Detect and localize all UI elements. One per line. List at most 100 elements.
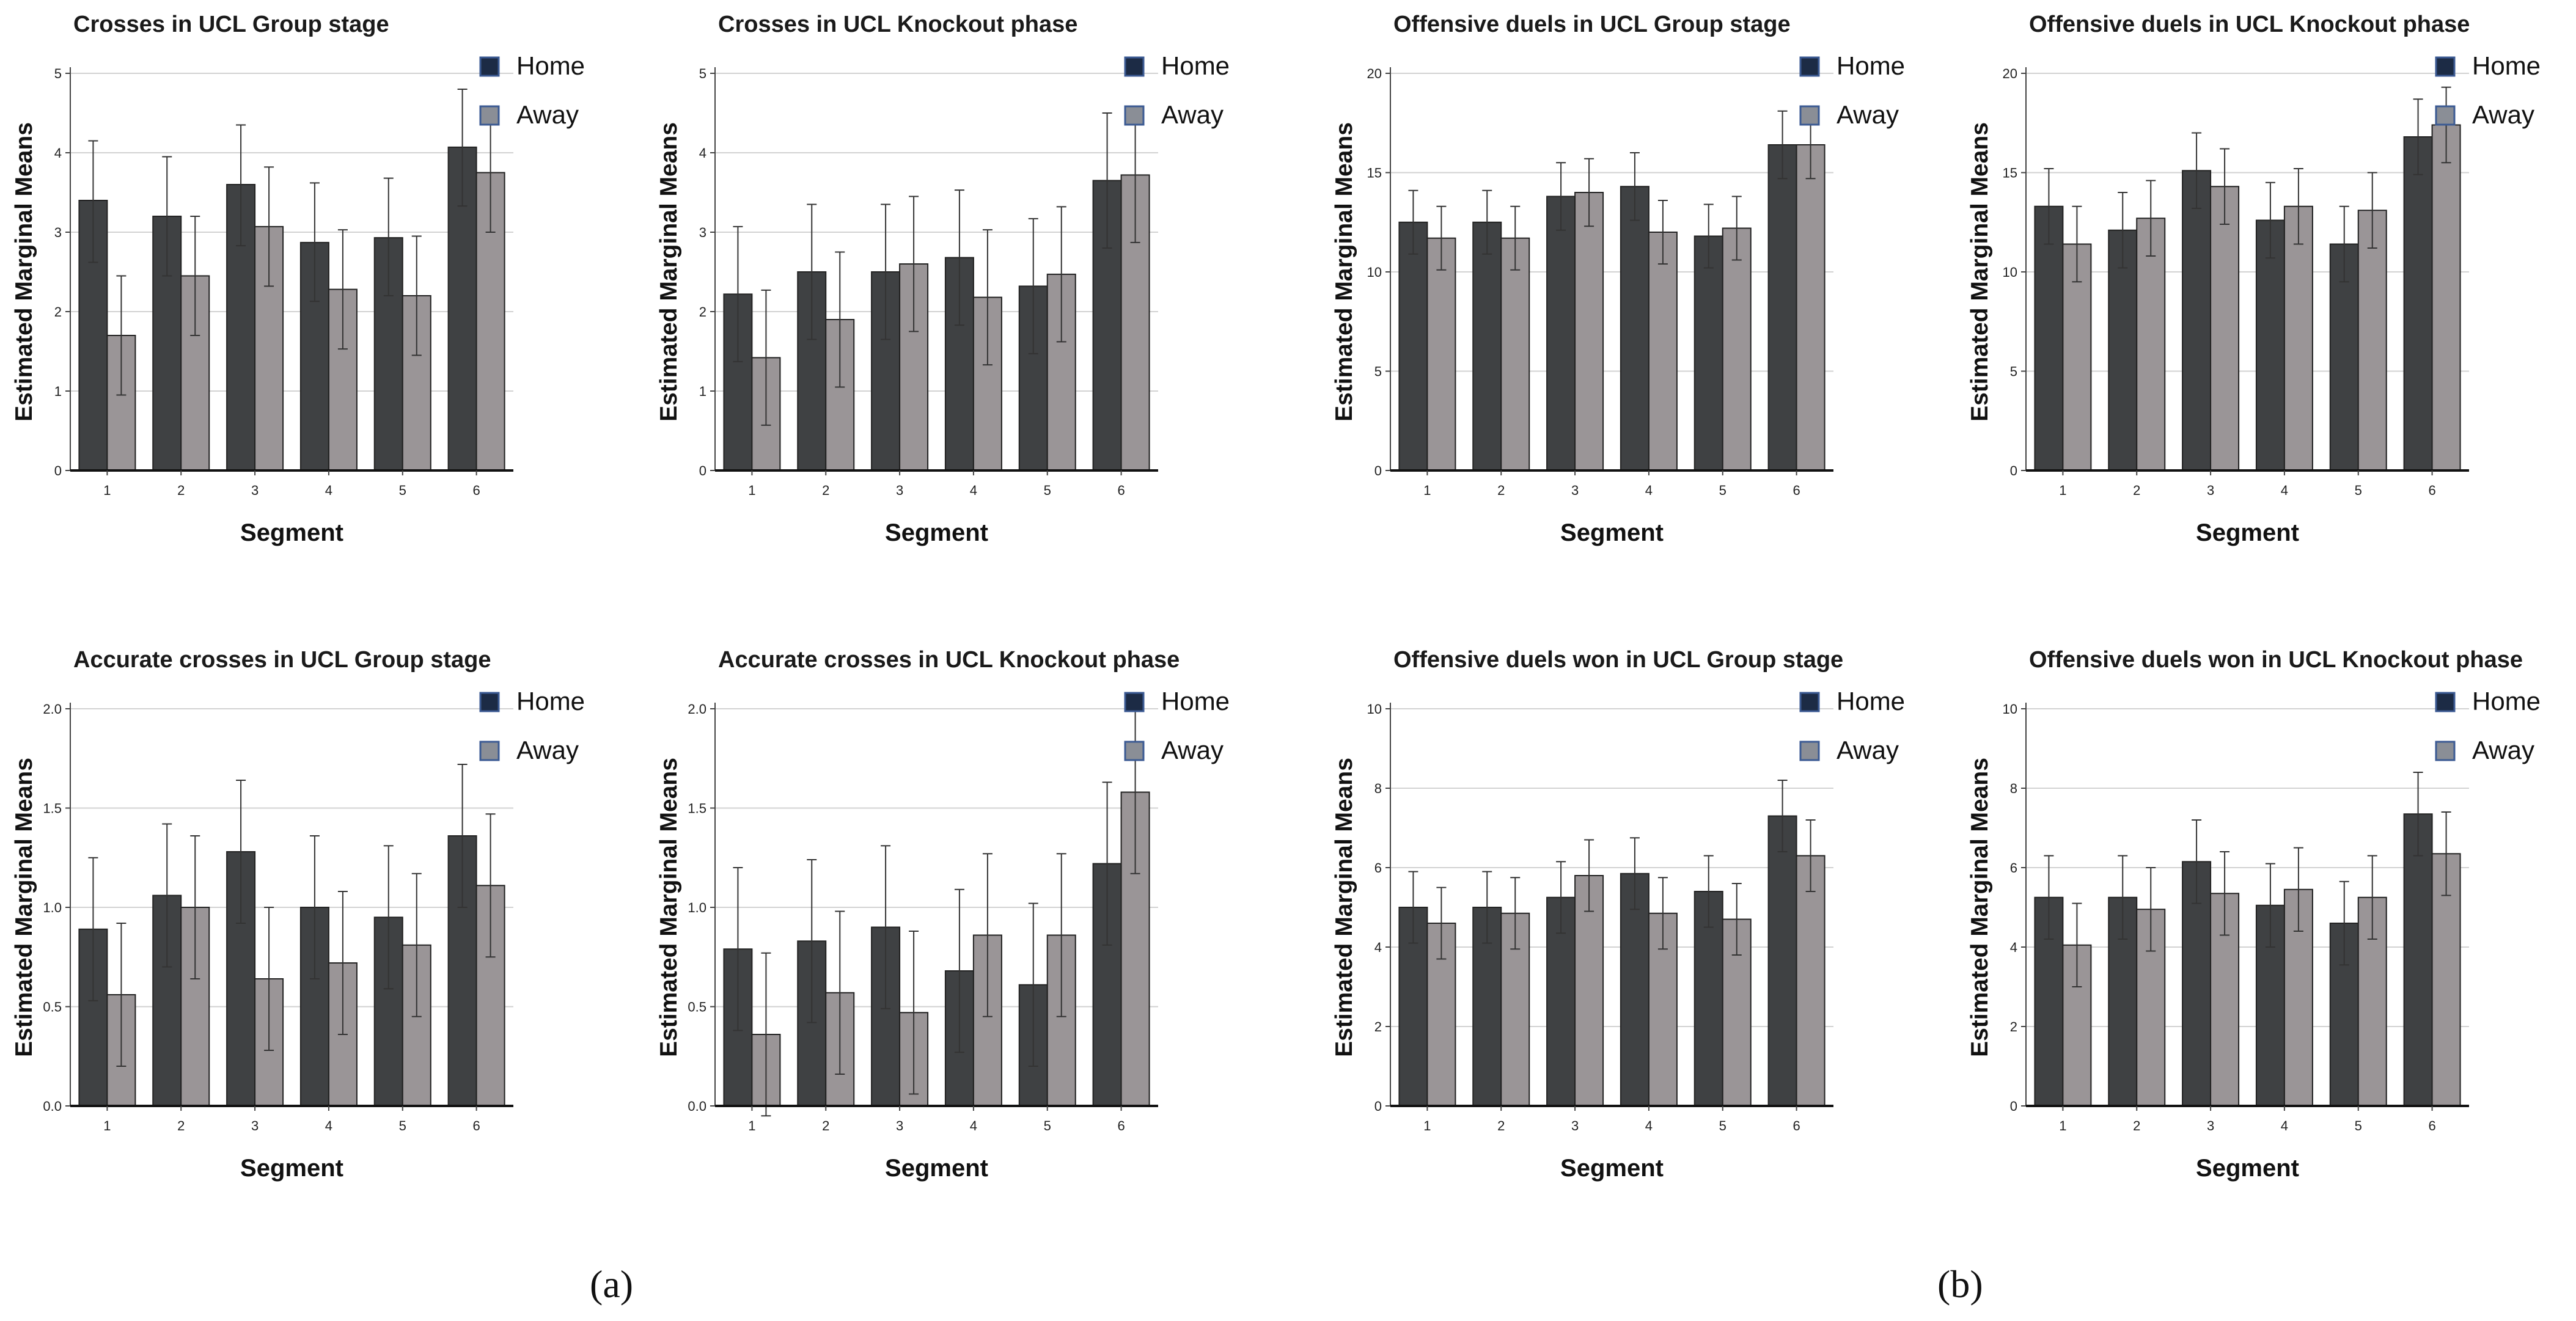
bar-home-segment-4 <box>299 907 329 1107</box>
x-tick-label: 5 <box>1044 1118 1051 1133</box>
y-tick-label: 0.5 <box>688 1000 706 1015</box>
y-tick-label: 4 <box>1374 940 1382 955</box>
x-axis-label: Segment <box>2196 1155 2299 1182</box>
legend-swatch-away <box>2435 105 2456 126</box>
y-tick-label: 5 <box>1374 364 1382 379</box>
x-tick-label: 5 <box>399 483 406 498</box>
y-tick-label: 4 <box>54 145 62 161</box>
bar-home-segment-6 <box>1767 144 1797 471</box>
legend-label-home: Home <box>516 51 585 80</box>
y-tick-label: 1 <box>699 384 706 399</box>
y-axis-label: Estimated Marginal Means <box>656 122 682 422</box>
legend-label-away: Away <box>1837 100 1899 129</box>
y-axis-label: Estimated Marginal Means <box>656 758 682 1057</box>
legend-label-away: Away <box>516 736 579 764</box>
x-tick-label: 1 <box>103 483 111 498</box>
chart-svg: Offensive duels in UCL Knockout phase 0 5 1… <box>1967 12 2541 546</box>
y-axis-label: Estimated Marginal Means <box>1967 122 1993 422</box>
bar-away-segment-2 <box>1500 912 1530 1107</box>
y-tick-label: 0 <box>54 463 62 478</box>
bar-home-segment-3 <box>1546 196 1576 471</box>
y-tick-label: 2.0 <box>688 701 706 717</box>
x-tick-label: 6 <box>1117 1118 1125 1133</box>
legend-swatch-home <box>479 692 500 712</box>
legend-label-away: Away <box>1161 100 1224 129</box>
x-tick-label: 3 <box>1571 1118 1579 1133</box>
y-tick-label: 0 <box>699 463 706 478</box>
bar-away-segment-4 <box>2283 205 2313 471</box>
bar-away-segment-6 <box>2431 124 2461 471</box>
chart-accurate-crosses-group-stage: Accurate crosses in UCL Group stage 0.0 0.… <box>0 635 611 1198</box>
legend-label-home: Home <box>2472 687 2541 715</box>
y-tick-label: 10 <box>1367 265 1382 280</box>
x-tick-label: 1 <box>103 1118 111 1133</box>
x-tick-label: 1 <box>748 1118 755 1133</box>
x-tick-label: 3 <box>1571 483 1579 498</box>
chart-title: Offensive duels won in UCL Group stage <box>1393 647 1843 673</box>
x-tick-label: 2 <box>177 483 185 498</box>
bar-away-segment-5 <box>402 295 431 471</box>
chart-offensive-duels-knockout-phase: Offensive duels in UCL Knockout phase 0 5 1… <box>1956 0 2567 562</box>
x-tick-label: 4 <box>325 1118 332 1133</box>
y-tick-label: 1.0 <box>43 900 62 915</box>
y-axis-label: Estimated Marginal Means <box>1331 122 1357 422</box>
y-tick-label: 10 <box>1367 701 1382 717</box>
legend-swatch-away <box>1124 105 1145 126</box>
chart-title: Accurate crosses in UCL Group stage <box>73 647 491 673</box>
chart-offensive-duels-won-knockout-phase: Offensive duels won in UCL Knockout phas… <box>1956 635 2567 1198</box>
x-tick-label: 2 <box>1497 483 1505 498</box>
legend-label-home: Home <box>1161 687 1230 715</box>
chart-accurate-crosses-knockout-phase: Accurate crosses in UCL Knockout phase 0.… <box>645 635 1256 1198</box>
x-tick-label: 3 <box>2207 483 2214 498</box>
chart-offensive-duels-won-group-stage: Offensive duels won in UCL Group stage 0 2… <box>1320 635 1931 1198</box>
bar-away-segment-4 <box>1648 232 1678 471</box>
y-tick-label: 10 <box>2003 701 2017 717</box>
bar-home-segment-2 <box>1472 221 1502 471</box>
chart-crosses-group-stage: Crosses in UCL Group stage 0 1 2 3 4 5 1 2 3 4 5 6 Se… <box>0 0 611 562</box>
chart-svg: Accurate crosses in UCL Knockout phase 0.… <box>656 647 1230 1182</box>
bar-away-segment-4 <box>972 296 1002 471</box>
y-tick-label: 0.0 <box>688 1099 706 1114</box>
bar-away-segment-5 <box>1722 227 1752 471</box>
legend-swatch-away <box>2435 741 2456 761</box>
y-tick-label: 5 <box>54 66 62 81</box>
legend-swatch-home <box>1799 692 1820 712</box>
legend-label-away: Away <box>516 100 579 129</box>
x-tick-label: 1 <box>1423 1118 1431 1133</box>
bar-away-segment-6 <box>1796 144 1826 471</box>
x-tick-label: 3 <box>251 483 259 498</box>
y-tick-label: 3 <box>54 225 62 240</box>
x-tick-label: 6 <box>1793 1118 1800 1133</box>
legend-swatch-away <box>479 741 500 761</box>
legend-swatch-home <box>2435 56 2456 77</box>
bar-away-segment-5 <box>2357 210 2387 471</box>
chart-crosses-knockout-phase: Crosses in UCL Knockout phase 0 1 2 3 4 5 1 2 3 4 5… <box>645 0 1256 562</box>
y-tick-label: 6 <box>1374 860 1382 876</box>
chart-svg: Crosses in UCL Group stage 0 1 2 3 4 5 1 2 3 4 5 6 Se… <box>11 12 585 546</box>
panel-label-a: (a) <box>590 1262 634 1306</box>
legend-swatch-home <box>1124 56 1145 77</box>
y-tick-label: 0 <box>2010 463 2017 478</box>
x-tick-label: 6 <box>2428 1118 2435 1133</box>
x-tick-label: 6 <box>472 483 480 498</box>
legend-swatch-home <box>2435 692 2456 712</box>
panel-label-b: (b) <box>1937 1262 1983 1306</box>
chart-svg: Offensive duels won in UCL Knockout phas… <box>1967 647 2541 1182</box>
x-tick-label: 1 <box>2059 483 2066 498</box>
bar-home-segment-6 <box>2403 136 2433 471</box>
chart-svg: Offensive duels won in UCL Group stage 0 2… <box>1331 647 1905 1182</box>
bar-home-segment-5 <box>1693 235 1723 471</box>
x-tick-label: 6 <box>472 1118 480 1133</box>
bar-home-segment-3 <box>2182 170 2212 471</box>
x-tick-label: 2 <box>1497 1118 1505 1133</box>
x-axis-label: Segment <box>885 519 988 546</box>
x-tick-label: 4 <box>325 483 332 498</box>
legend-label-home: Home <box>1837 687 1905 715</box>
x-tick-label: 5 <box>399 1118 406 1133</box>
legend-label-home: Home <box>1837 51 1905 80</box>
bar-away-segment-1 <box>1426 237 1456 471</box>
chart-title: Accurate crosses in UCL Knockout phase <box>718 647 1180 673</box>
y-tick-label: 2 <box>2010 1019 2017 1034</box>
x-tick-label: 4 <box>2281 1118 2288 1133</box>
x-tick-label: 6 <box>1793 483 1800 498</box>
